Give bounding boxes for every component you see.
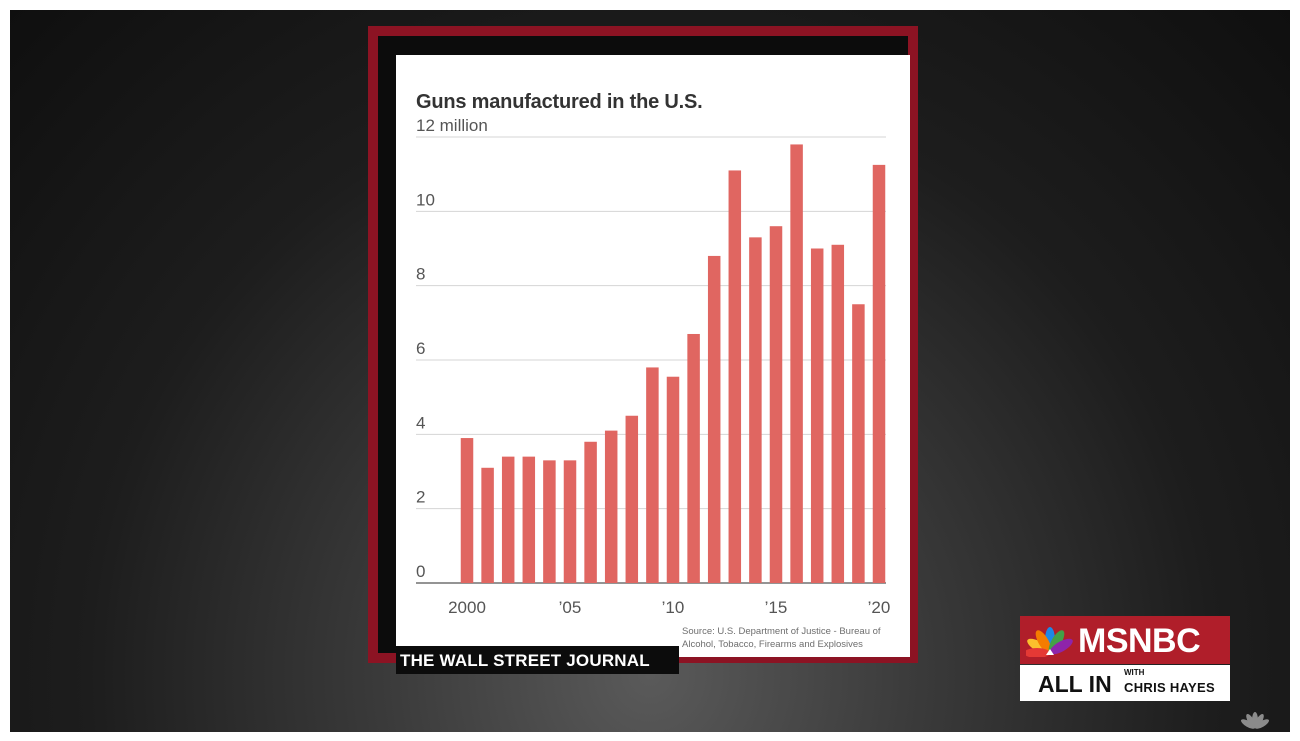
- msnbc-logo-text: MSNBC: [1078, 622, 1201, 660]
- bar-2017: [810, 248, 824, 583]
- y-tick-label: 2: [416, 488, 425, 507]
- y-tick-label: 6: [416, 339, 425, 358]
- bar-2002: [501, 456, 515, 583]
- bar-2018: [831, 244, 845, 584]
- x-tick-label: ’20: [868, 598, 891, 617]
- show-host: CHRIS HAYES: [1124, 680, 1215, 695]
- y-tick-label: 10: [416, 190, 435, 209]
- bar-2014: [749, 237, 762, 583]
- bar-2004: [543, 460, 556, 583]
- chart-card: Guns manufactured in the U.S. 12 million…: [396, 55, 910, 674]
- bar-2005: [563, 460, 577, 583]
- bar-2019: [852, 304, 865, 583]
- bar-2012: [707, 255, 721, 583]
- bar-chart: 12 million 10 8 6 4 2 0 2000 ’05 ’10 ’15 ’20: [416, 116, 891, 617]
- show-title: ALL IN: [1038, 671, 1112, 697]
- bar-2015: [769, 226, 783, 583]
- chart-graphic-border: Guns manufactured in the U.S. 12 million…: [378, 36, 910, 674]
- wsj-logo-text: THE WALL STREET JOURNAL: [400, 651, 650, 670]
- show-with: WITH: [1124, 668, 1145, 677]
- y-tick-label: 0: [416, 562, 425, 581]
- x-tick-label: 2000: [448, 598, 486, 617]
- msnbc-bug: MSNBC: [1020, 616, 1230, 664]
- x-tick-label: ’10: [662, 598, 685, 617]
- bar-2006: [584, 441, 597, 583]
- x-tick-label: ’15: [765, 598, 788, 617]
- y-tick-label: 4: [416, 413, 425, 432]
- bar-2010: [666, 376, 680, 583]
- bar-2013: [728, 170, 742, 583]
- y-tick-label: 8: [416, 265, 425, 284]
- peacock-icon: [1026, 627, 1073, 657]
- bar-2009: [646, 367, 659, 583]
- bar-2020: [872, 164, 886, 583]
- bar-2001: [481, 467, 494, 583]
- y-tick-label: 12 million: [416, 116, 488, 135]
- chart-source: Source: U.S. Department of Justice - Bur…: [682, 626, 881, 650]
- bar-2016: [790, 144, 803, 583]
- bar-2011: [687, 333, 700, 583]
- chart-graphic-frame: Guns manufactured in the U.S. 12 million…: [368, 26, 918, 674]
- bar-2000: [460, 438, 474, 583]
- wsj-logo: THE WALL STREET JOURNAL: [396, 646, 679, 674]
- peacock-watermark-icon: [1240, 712, 1270, 729]
- chart-title: Guns manufactured in the U.S.: [416, 91, 703, 113]
- x-tick-label: ’05: [559, 598, 582, 617]
- video-frame: Guns manufactured in the U.S. 12 million…: [10, 10, 1290, 732]
- bar-2007: [604, 430, 618, 583]
- bar-2008: [625, 415, 639, 583]
- bar-2003: [522, 456, 536, 583]
- show-logo: ALL IN WITH CHRIS HAYES: [1020, 665, 1230, 701]
